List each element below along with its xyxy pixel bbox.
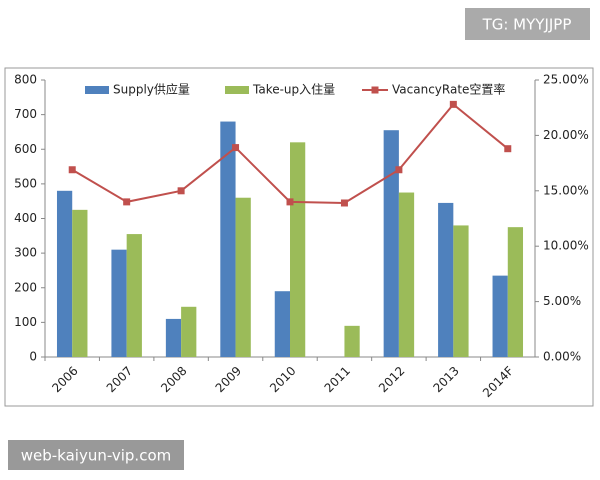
marker bbox=[449, 100, 457, 108]
bar bbox=[398, 192, 415, 357]
legend-label: VacancyRate空置率 bbox=[392, 82, 505, 97]
y-tick-label: 600 bbox=[14, 142, 37, 156]
bar bbox=[126, 234, 142, 357]
bar bbox=[274, 291, 290, 357]
bar bbox=[181, 306, 197, 357]
legend-marker bbox=[371, 86, 379, 94]
y-tick-label: 100 bbox=[14, 315, 37, 329]
y-tick-label: 700 bbox=[14, 107, 37, 121]
marker bbox=[123, 198, 131, 206]
bar bbox=[507, 227, 524, 357]
bar bbox=[438, 202, 454, 357]
y-tick-label: 500 bbox=[14, 176, 37, 190]
y2-tick-label: 15.00% bbox=[543, 183, 589, 197]
bar bbox=[290, 142, 306, 357]
legend-label: Supply供应量 bbox=[113, 82, 190, 97]
marker bbox=[504, 145, 512, 153]
y-tick-label: 200 bbox=[14, 280, 37, 294]
y2-tick-label: 20.00% bbox=[543, 128, 589, 142]
watermark-box bbox=[465, 8, 590, 40]
y2-tick-label: 5.00% bbox=[543, 294, 581, 308]
marker bbox=[232, 144, 240, 152]
y2-tick-label: 0.00% bbox=[543, 350, 581, 364]
y-tick-label: 800 bbox=[14, 73, 37, 87]
bar bbox=[111, 249, 127, 357]
bar bbox=[165, 318, 182, 357]
y-tick-label: 0 bbox=[29, 350, 37, 364]
y2-tick-label: 10.00% bbox=[543, 239, 589, 253]
y-tick-label: 300 bbox=[14, 246, 37, 260]
bar bbox=[56, 190, 73, 357]
legend-swatch bbox=[85, 86, 109, 94]
legend-label: Take-up入住量 bbox=[252, 83, 335, 97]
marker bbox=[286, 198, 294, 206]
bar bbox=[220, 121, 236, 357]
bar bbox=[453, 225, 469, 357]
marker bbox=[395, 166, 403, 174]
marker bbox=[68, 166, 76, 174]
bar bbox=[72, 209, 88, 357]
bar bbox=[235, 197, 251, 357]
watermark: web-kaiyun-vip.com bbox=[21, 447, 171, 465]
bar bbox=[492, 275, 508, 357]
y2-tick-label: 25.00% bbox=[543, 73, 589, 87]
watermark: TG: MYYJJPP bbox=[482, 16, 572, 34]
marker bbox=[340, 199, 348, 207]
marker bbox=[177, 187, 185, 195]
legend-swatch bbox=[225, 86, 249, 94]
y-tick-label: 400 bbox=[14, 211, 37, 225]
watermark-box bbox=[8, 440, 184, 470]
bar bbox=[383, 130, 399, 357]
bar bbox=[344, 325, 360, 357]
